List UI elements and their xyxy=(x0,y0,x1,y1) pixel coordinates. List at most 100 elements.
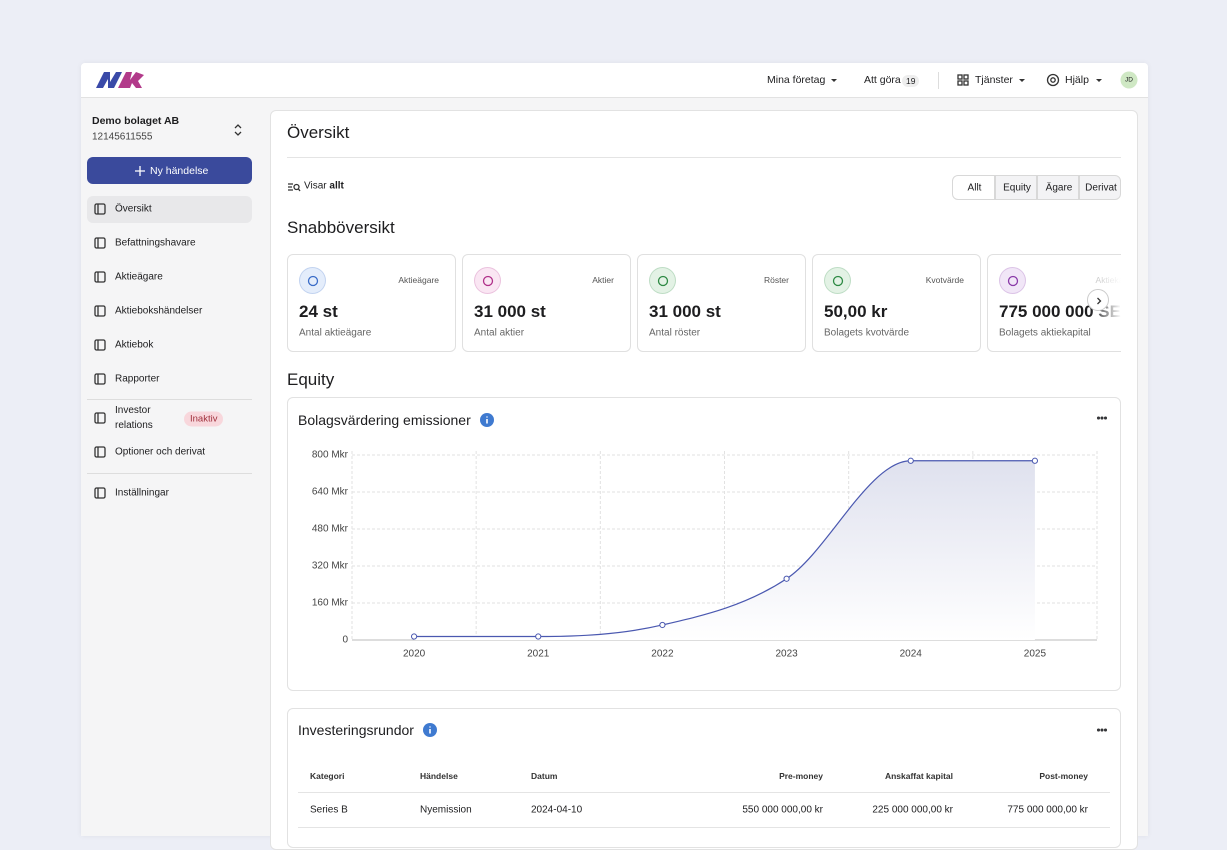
card-value: 50,00 kr xyxy=(824,302,888,321)
menu-icon xyxy=(93,236,107,250)
filter-icon-part xyxy=(288,183,293,191)
logo-part xyxy=(118,72,144,88)
card-caption: Antal röster xyxy=(649,327,701,339)
menu-item[interactable]: Investor relations xyxy=(115,405,153,431)
help-icon xyxy=(1046,73,1060,87)
card-label: Röster xyxy=(763,275,789,285)
tab-label: Equity xyxy=(1003,182,1031,194)
services-icon-part xyxy=(957,74,963,80)
table-title: Investeringsrundor xyxy=(298,722,414,738)
card-value: 24 st xyxy=(299,302,338,321)
menu-item[interactable]: Rapporter xyxy=(115,373,160,385)
stat-card: Kvotvärde 50,00 kr Bolagets kvotvärde xyxy=(812,254,981,352)
menu-icon-part xyxy=(94,203,106,215)
y-tick-label: 480 Mkr xyxy=(312,524,349,535)
next-icon xyxy=(1092,294,1106,308)
column-header: Post-money xyxy=(1039,771,1088,781)
column-header: Datum xyxy=(531,771,558,781)
plus-icon-part xyxy=(135,166,145,176)
help-icon-part xyxy=(1050,77,1056,83)
card-icon xyxy=(824,267,851,294)
card-glyph xyxy=(656,274,670,288)
point xyxy=(1031,457,1039,464)
filter-label: Visar allt xyxy=(304,181,344,192)
filter-tab[interactable]: Allt xyxy=(952,175,995,200)
menu-item[interactable]: Översikt xyxy=(115,203,152,215)
column-header: Kategori xyxy=(310,771,345,781)
filter-tab[interactable]: Ägare xyxy=(1037,175,1079,200)
card-caption: Antal aktieägare xyxy=(299,327,372,339)
services-icon-part xyxy=(957,74,969,86)
filter-tab[interactable]: Equity xyxy=(995,175,1037,200)
tab-label: Ägare xyxy=(1045,182,1073,194)
caret-part xyxy=(1019,79,1025,82)
plus-icon-part xyxy=(135,166,145,176)
menu-item[interactable]: Aktiebokshändelser xyxy=(115,305,203,317)
menu-item[interactable]: Befattningshavare xyxy=(115,237,196,249)
logo[interactable] xyxy=(96,72,146,88)
x-tick-label: 2023 xyxy=(775,649,798,660)
card-icon xyxy=(649,267,676,294)
nav-item[interactable]: Att göra xyxy=(864,74,901,86)
top-bar xyxy=(81,63,1148,98)
menu-icon-part xyxy=(94,412,106,424)
card-caption: Bolagets aktiekapital xyxy=(999,327,1091,339)
next-icon-part xyxy=(1096,297,1101,304)
nav-item[interactable]: Hjälp xyxy=(1065,74,1089,86)
card-strip: Aktieägare 24 st Antal aktieägare Aktier 31 … xyxy=(287,254,1121,352)
menu-item[interactable]: Aktiebok xyxy=(115,339,154,351)
caret-part xyxy=(1096,79,1102,82)
caret xyxy=(827,73,841,87)
column-header: Anskaffat kapital xyxy=(884,771,953,781)
logo-part xyxy=(96,72,122,88)
stat-card: Röster 31 000 st Antal röster xyxy=(637,254,806,352)
card-icon xyxy=(299,267,326,294)
filter-icon xyxy=(287,180,301,194)
x-tick-label: 2025 xyxy=(1024,649,1047,660)
menu-icon-part xyxy=(94,339,106,351)
new-event-button[interactable]: Ny händelse xyxy=(87,157,252,184)
menu-separator xyxy=(87,399,252,400)
avatar[interactable]: JD xyxy=(1120,71,1138,89)
menu-icon xyxy=(93,338,107,352)
next-button[interactable] xyxy=(1087,289,1109,311)
table-cell: 775 000 000,00 kr xyxy=(1007,804,1088,816)
menu-item[interactable]: Inställningar xyxy=(115,487,169,499)
menu-icon-part xyxy=(94,305,106,317)
row-line xyxy=(298,792,1110,793)
table-cell: 225 000 000,00 kr xyxy=(872,804,953,816)
help-icon-part xyxy=(1046,73,1060,87)
nav-item[interactable]: Mina företag xyxy=(767,74,826,86)
stat-card: Aktier 31 000 st Antal aktier xyxy=(462,254,631,352)
menu-active xyxy=(87,196,252,223)
y-tick-label: 0 xyxy=(342,635,348,646)
menu-icon xyxy=(93,304,107,318)
filter-icon-part xyxy=(297,188,301,192)
caret-part xyxy=(831,79,837,82)
card-value: 31 000 st xyxy=(649,302,721,321)
column-header: Pre-money xyxy=(779,771,823,781)
column-header: Händelse xyxy=(420,771,458,781)
menu-icon-part xyxy=(94,446,106,458)
card-glyph-part xyxy=(307,275,318,286)
company-switch-part xyxy=(234,124,242,136)
info-glyph xyxy=(480,413,494,427)
card-glyph xyxy=(481,274,495,288)
todo-count: 19 xyxy=(902,75,920,87)
menu-item[interactable]: Optioner och derivat xyxy=(115,446,206,458)
nav-item[interactable]: Tjänster xyxy=(975,74,1013,86)
menu-icon xyxy=(93,372,107,386)
filter-tab[interactable]: Derivat xyxy=(1079,175,1121,200)
services-icon-part xyxy=(963,74,969,80)
y-tick-label: 160 Mkr xyxy=(312,598,349,609)
more-icon-part xyxy=(1103,416,1108,420)
caret-part xyxy=(1019,79,1025,82)
point xyxy=(410,633,418,640)
menu-icon-part xyxy=(94,237,106,249)
menu-item[interactable]: Aktieägare xyxy=(115,271,163,283)
card-glyph-part xyxy=(482,275,493,286)
card-glyph-part xyxy=(832,275,843,286)
next-icon-part xyxy=(1096,297,1101,304)
chart-card xyxy=(287,397,1121,691)
